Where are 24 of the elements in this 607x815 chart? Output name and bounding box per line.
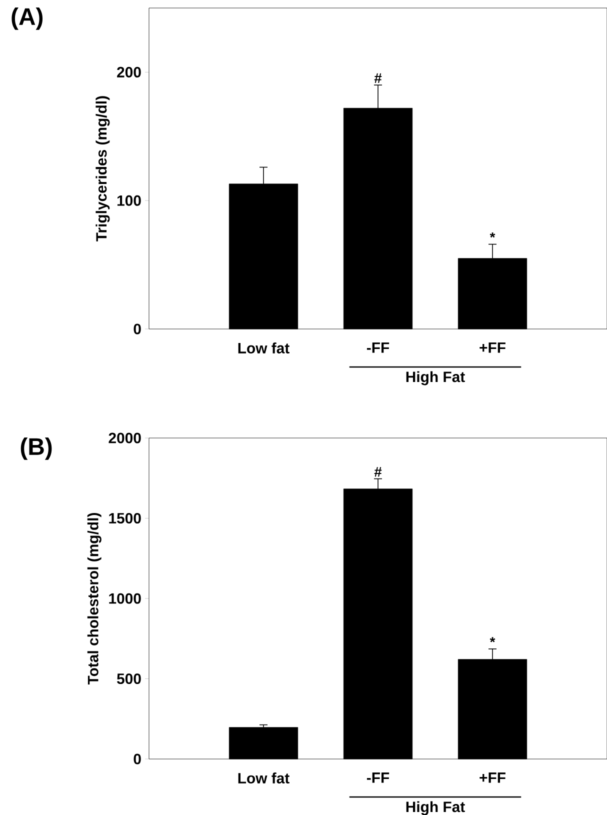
x-tick-label: +FF [480, 772, 506, 783]
annotation: * [490, 232, 496, 238]
chart-title: (A) [12, 8, 43, 30]
y-axis-title: Triglycerides (mg/dl) [96, 96, 110, 242]
y-axis-title: Total cholesterol (mg/dl) [87, 513, 102, 685]
x-tick-label: +FF [480, 342, 506, 353]
y-tick-label: 0 [134, 754, 141, 764]
y-tick-label: 200 [117, 66, 141, 78]
y-tick-label: 1500 [109, 512, 141, 524]
y-tick-label: 0 [134, 324, 141, 334]
text: High Fat [406, 371, 465, 386]
x-tick-label: -FF [366, 342, 390, 353]
x-tick-label: Low fat [238, 342, 290, 354]
annotation: # [374, 467, 382, 477]
text: High Fat [406, 801, 465, 815]
chart-title: (B) [20, 438, 52, 460]
x-tick-label: -FF [366, 772, 390, 783]
y-tick-label: 2000 [108, 432, 141, 444]
y-tick-label: 100 [117, 195, 141, 206]
annotation: * [490, 637, 496, 642]
y-tick-label: 1000 [109, 593, 141, 604]
x-tick-label: Low fat [238, 772, 290, 784]
y-tick-label: 500 [117, 673, 141, 684]
annotation: # [374, 73, 382, 83]
